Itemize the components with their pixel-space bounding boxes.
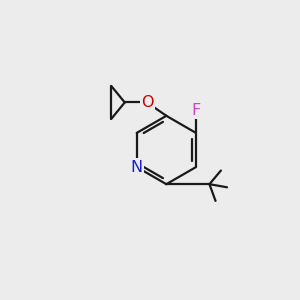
Text: N: N <box>131 160 143 175</box>
Text: F: F <box>191 103 201 118</box>
Text: O: O <box>141 95 153 110</box>
